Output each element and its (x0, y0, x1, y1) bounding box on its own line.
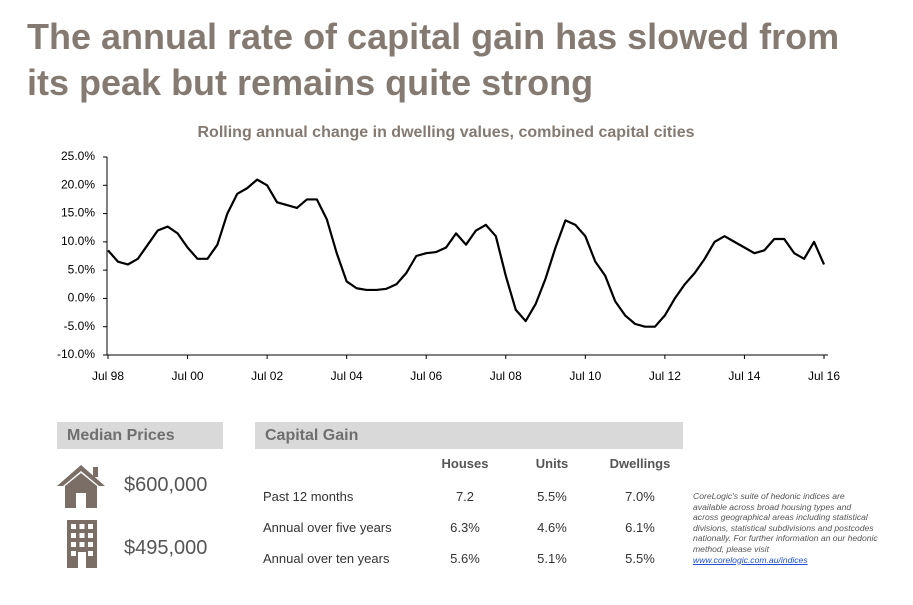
x-tick-label: Jul 04 (331, 369, 363, 383)
y-tick-label: -10.0% (57, 347, 95, 361)
median-prices-header: Median Prices (57, 422, 223, 449)
row-label: Annual over five years (263, 520, 392, 535)
cell: 5.5% (537, 489, 567, 504)
column-header: Dwellings (609, 456, 671, 471)
cell: 5.1% (537, 551, 567, 566)
data-line (107, 178, 826, 328)
y-tick-label: 20.0% (61, 177, 95, 191)
y-tick-label: 25.0% (61, 149, 95, 163)
cell: 5.5% (625, 551, 655, 566)
y-tick-label: 5.0% (68, 262, 96, 276)
footnote-link[interactable]: www.corelogic.com.au/indices (693, 554, 808, 565)
house-price: $600,000 (124, 474, 208, 496)
footnote: CoreLogic's suite of hedonic indices are… (693, 491, 878, 565)
unit-price: $495,000 (124, 537, 208, 559)
y-tick-label: 10.0% (61, 234, 95, 248)
column-header: Houses (441, 456, 489, 471)
row-label: Annual over ten years (263, 551, 390, 566)
x-tick-label: Jul 06 (410, 369, 442, 383)
icons (57, 465, 105, 568)
x-tick-label: Jul 14 (728, 369, 760, 383)
capital-gain-header: Capital Gain (255, 422, 683, 449)
column-header: Units (535, 456, 569, 471)
x-tick-label: Jul 12 (649, 369, 681, 383)
house-icon (57, 465, 105, 508)
row-label: Past 12 months (263, 489, 354, 504)
y-tick-label: -5.0% (64, 319, 96, 333)
cell: 6.3% (450, 520, 480, 535)
cell: 7.0% (625, 489, 655, 504)
chart-title: Rolling annual change in dwelling values… (198, 124, 695, 141)
heading-line: The annual rate of capital gain has slow… (27, 16, 840, 57)
y-tick-label: 15.0% (61, 206, 95, 220)
x-tick-label: Jul 00 (172, 369, 204, 383)
heading-line: its peak but remains quite strong (27, 62, 594, 103)
building-icon (67, 520, 97, 568)
x-tick-label: Jul 08 (490, 369, 522, 383)
y-tick-label: 0.0% (68, 291, 96, 305)
chart: Rolling annual change in dwelling values… (57, 124, 840, 383)
cell: 7.2 (455, 489, 475, 504)
cell: 5.6% (450, 551, 480, 566)
cell: 4.6% (537, 520, 567, 535)
x-tick-label: Jul 02 (251, 369, 283, 383)
cell: 6.1% (625, 520, 655, 535)
x-tick-label: Jul 16 (808, 369, 840, 383)
x-tick-label: Jul 98 (92, 369, 124, 383)
heading: The annual rate of capital gain has slow… (27, 14, 839, 106)
x-tick-label: Jul 10 (569, 369, 601, 383)
footnote-text: CoreLogic's suite of hedonic indices are… (693, 491, 878, 554)
